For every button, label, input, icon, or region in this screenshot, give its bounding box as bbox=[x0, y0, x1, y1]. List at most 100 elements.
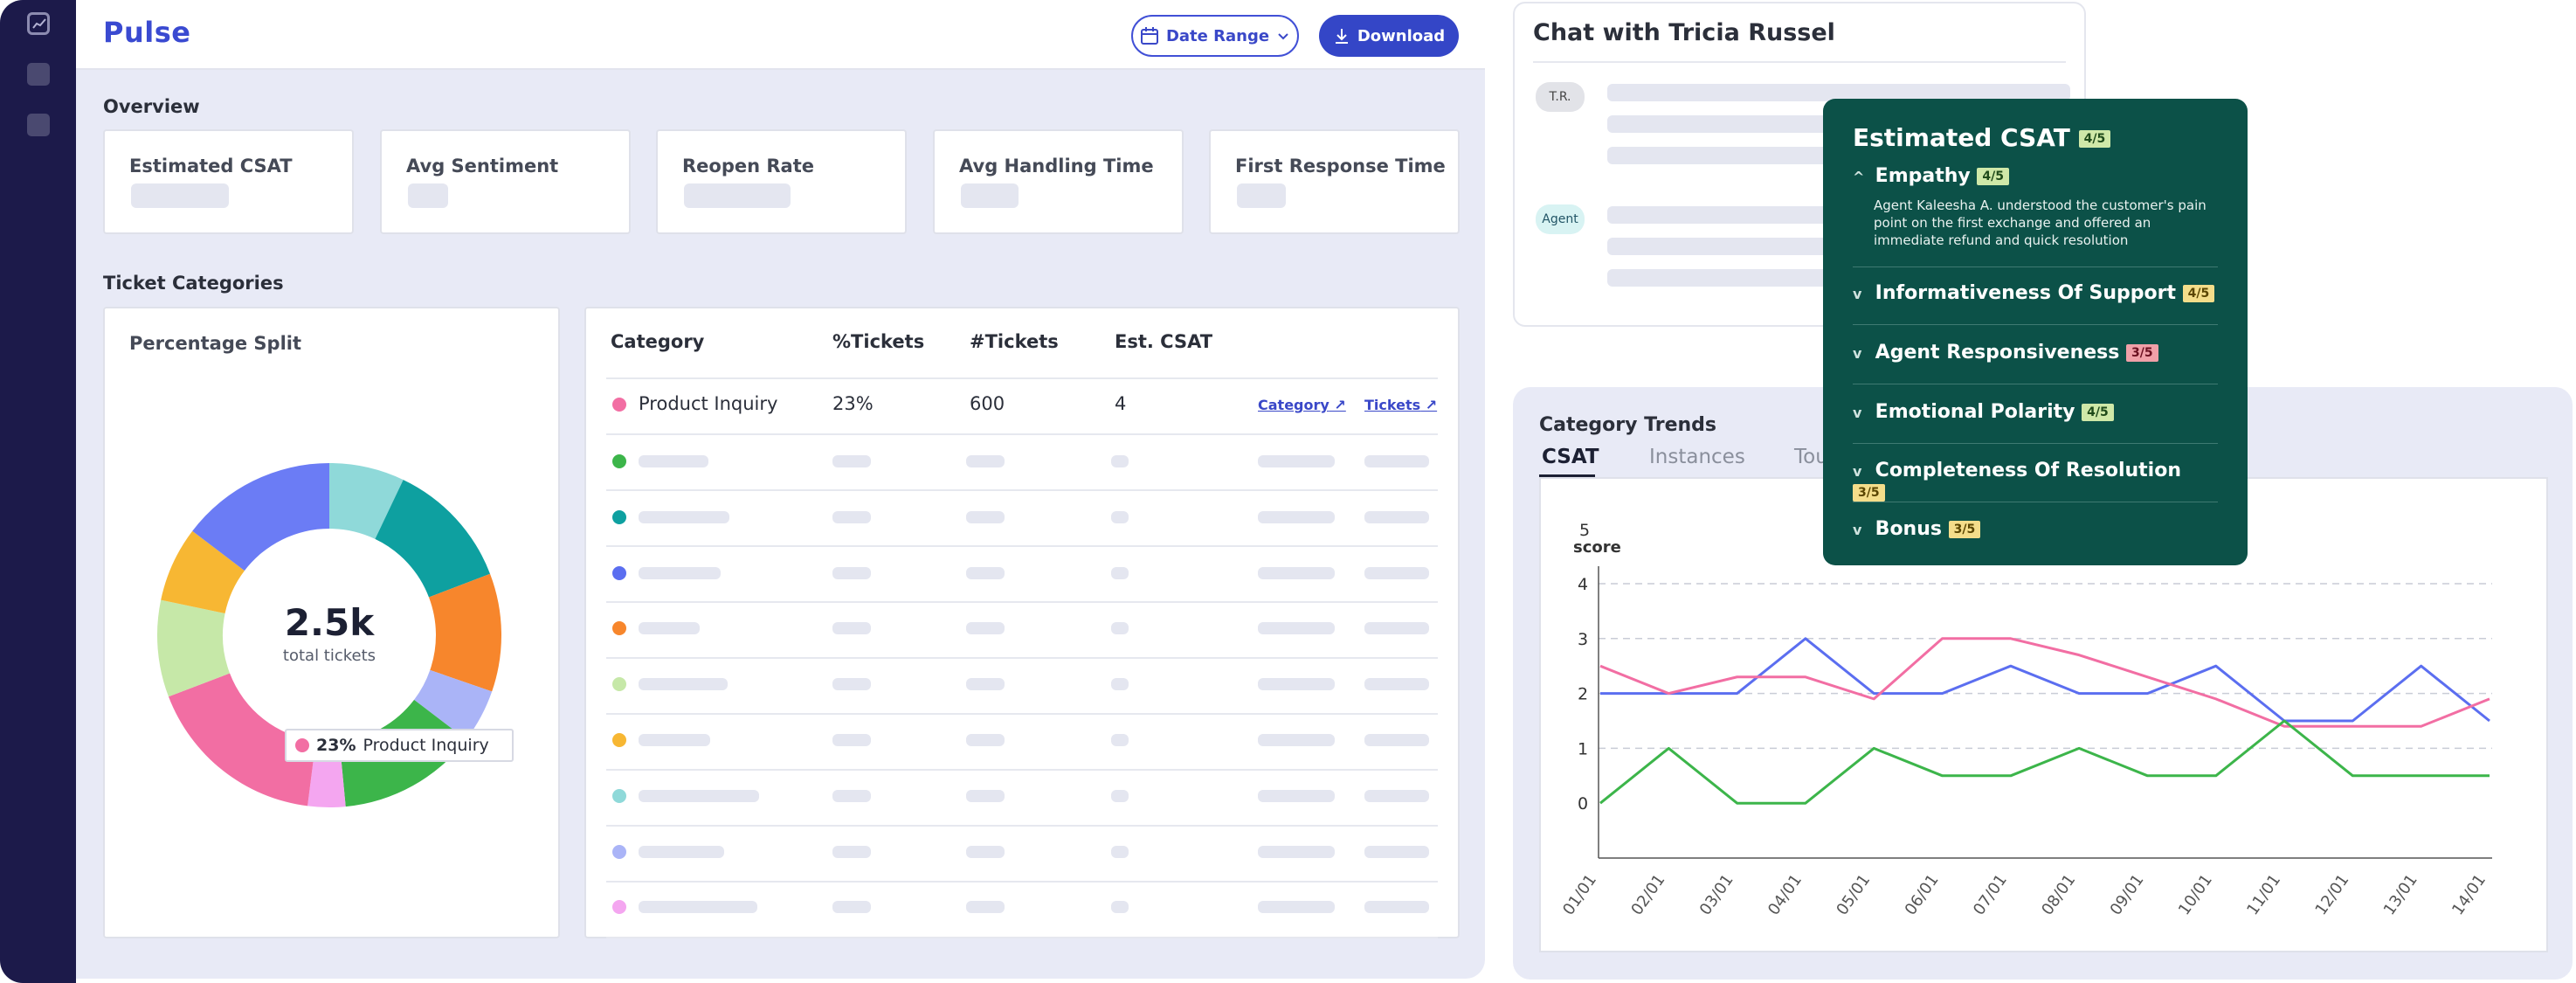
csat-item-bonus[interactable]: v Bonus 3/5 bbox=[1853, 518, 2218, 540]
y-tick-label: 2 bbox=[1578, 685, 1588, 704]
donut-segment[interactable] bbox=[375, 480, 491, 598]
csat-item-score: 4/5 bbox=[2182, 285, 2215, 302]
x-tick-label: 05/01 bbox=[1833, 871, 1874, 919]
cell-placeholder bbox=[639, 678, 728, 691]
cell-placeholder bbox=[1364, 622, 1429, 635]
metric-value-placeholder bbox=[684, 183, 791, 208]
cell-placeholder bbox=[639, 734, 710, 746]
metric-card-avg-handling-time[interactable]: Avg Handling Time bbox=[933, 129, 1184, 234]
download-button[interactable]: Download bbox=[1319, 15, 1459, 57]
calendar-icon bbox=[1140, 27, 1158, 45]
cell-placeholder bbox=[1258, 734, 1335, 746]
nav-item-1-icon[interactable] bbox=[27, 63, 50, 86]
y-axis-top-label: 5 bbox=[1579, 521, 1591, 540]
download-label: Download bbox=[1357, 26, 1446, 45]
row-color-dot bbox=[612, 844, 626, 859]
series-line bbox=[1599, 637, 2490, 728]
cell-placeholder bbox=[1364, 455, 1429, 467]
donut-segment[interactable] bbox=[428, 573, 501, 692]
metric-card-estimated-csat[interactable]: Estimated CSAT bbox=[103, 129, 354, 234]
donut-segment[interactable] bbox=[192, 463, 329, 571]
donut-segment[interactable] bbox=[329, 463, 404, 539]
metric-label: Avg Handling Time bbox=[959, 156, 1154, 177]
cell-placeholder bbox=[1111, 455, 1129, 467]
x-tick-label: 12/01 bbox=[2312, 871, 2353, 919]
message-placeholder bbox=[1607, 147, 1887, 164]
cell-placeholder bbox=[832, 566, 871, 579]
csat-item-agent-responsiveness[interactable]: v Agent Responsiveness 3/5 bbox=[1853, 342, 2218, 363]
cell-placeholder bbox=[832, 734, 871, 746]
csat-item-empathy[interactable]: ^ Empathy 4/5 bbox=[1853, 165, 2218, 187]
csat-panel-title: Estimated CSAT 4/5 bbox=[1853, 123, 2111, 152]
col-header-num-tickets[interactable]: #Tickets bbox=[970, 331, 1059, 352]
tab-instances[interactable]: Instances bbox=[1649, 446, 1745, 468]
cell-placeholder bbox=[1364, 510, 1429, 523]
metric-card-first-response-time[interactable]: First Response Time bbox=[1209, 129, 1460, 234]
csat-item-score: 4/5 bbox=[2082, 404, 2114, 421]
tab-touches[interactable]: Tou bbox=[1794, 446, 1828, 468]
date-range-label: Date Range bbox=[1165, 26, 1270, 45]
csat-trend-chart[interactable]: 4 3 2 1 0 01/01 02/01 03/01 04/01 05/01 06/01 07/01… bbox=[1555, 559, 2516, 983]
tab-csat[interactable]: CSAT bbox=[1542, 446, 1599, 468]
total-tickets-label: total tickets bbox=[282, 647, 376, 665]
csat-item-label: Emotional Polarity bbox=[1875, 401, 2075, 423]
donut-segment[interactable] bbox=[161, 530, 245, 614]
col-header-percent-tickets[interactable]: %Tickets bbox=[832, 331, 925, 352]
metric-label: Estimated CSAT bbox=[129, 156, 293, 177]
divider bbox=[1853, 443, 2218, 444]
metric-card-avg-sentiment[interactable]: Avg Sentiment bbox=[380, 129, 631, 234]
chevron-down-icon: v bbox=[1853, 405, 1862, 421]
date-range-button[interactable]: Date Range bbox=[1131, 15, 1299, 57]
row-color-dot bbox=[612, 788, 626, 803]
csat-item-label: Completeness Of Resolution bbox=[1875, 460, 2181, 481]
cell-placeholder bbox=[832, 622, 871, 635]
metric-card-reopen-rate[interactable]: Reopen Rate bbox=[656, 129, 907, 234]
x-tick-label: 09/01 bbox=[2107, 871, 2148, 919]
metric-value-placeholder bbox=[131, 183, 229, 208]
cell-placeholder bbox=[1364, 678, 1429, 691]
cell-placeholder bbox=[966, 455, 1005, 467]
overview-title: Overview bbox=[103, 96, 200, 117]
cell-placeholder bbox=[966, 622, 1005, 635]
csat-item-emotional-polarity[interactable]: v Emotional Polarity 4/5 bbox=[1853, 401, 2218, 423]
col-header-est-csat[interactable]: Est. CSAT bbox=[1115, 331, 1213, 352]
cell-placeholder bbox=[966, 845, 1005, 858]
cell-placeholder bbox=[639, 789, 759, 802]
app-title: Pulse bbox=[103, 16, 191, 49]
row-divider bbox=[606, 881, 1438, 883]
donut-segment[interactable] bbox=[168, 673, 316, 806]
row-tickets-link[interactable]: Tickets ↗ bbox=[1364, 397, 1438, 413]
cell-placeholder bbox=[966, 510, 1005, 523]
cell-placeholder bbox=[1258, 510, 1335, 523]
y-axis-label: score bbox=[1573, 538, 1621, 557]
metric-label: First Response Time bbox=[1235, 156, 1446, 177]
ticket-categories-title: Ticket Categories bbox=[103, 273, 284, 294]
chat-title: Chat with Tricia Russel bbox=[1533, 19, 1835, 46]
divider bbox=[1853, 324, 2218, 325]
category-donut-chart[interactable] bbox=[148, 454, 510, 816]
tab-csat-underline bbox=[1539, 474, 1595, 479]
row-color-dot bbox=[612, 398, 626, 412]
x-tick-label: 13/01 bbox=[2380, 871, 2421, 919]
row-color-dot bbox=[612, 565, 626, 580]
chart-logo-icon[interactable] bbox=[27, 12, 50, 35]
metric-value-placeholder bbox=[961, 183, 1019, 208]
csat-item-completeness[interactable]: v Completeness Of Resolution 3/5 bbox=[1853, 460, 2218, 503]
col-header-category[interactable]: Category bbox=[611, 331, 705, 352]
cell-placeholder bbox=[1258, 678, 1335, 691]
csat-item-score: 4/5 bbox=[1977, 168, 2010, 185]
percentage-split-title: Percentage Split bbox=[129, 333, 302, 354]
row-category-link[interactable]: Category ↗ bbox=[1258, 397, 1346, 413]
x-tick-label: 10/01 bbox=[2175, 871, 2216, 919]
sidebar bbox=[0, 0, 76, 983]
empathy-description: Agent Kaleesha A. understood the custome… bbox=[1874, 197, 2207, 248]
donut-segment[interactable] bbox=[414, 669, 493, 740]
agent-avatar: Agent bbox=[1536, 204, 1585, 234]
x-tick-label: 02/01 bbox=[1627, 871, 1668, 919]
cell-placeholder bbox=[1111, 566, 1129, 579]
row-color-dot bbox=[612, 454, 626, 468]
row-category: Product Inquiry bbox=[639, 393, 778, 414]
csat-item-informativeness[interactable]: v Informativeness Of Support 4/5 bbox=[1853, 282, 2218, 304]
donut-segment[interactable] bbox=[157, 599, 231, 697]
nav-item-2-icon[interactable] bbox=[27, 114, 50, 136]
